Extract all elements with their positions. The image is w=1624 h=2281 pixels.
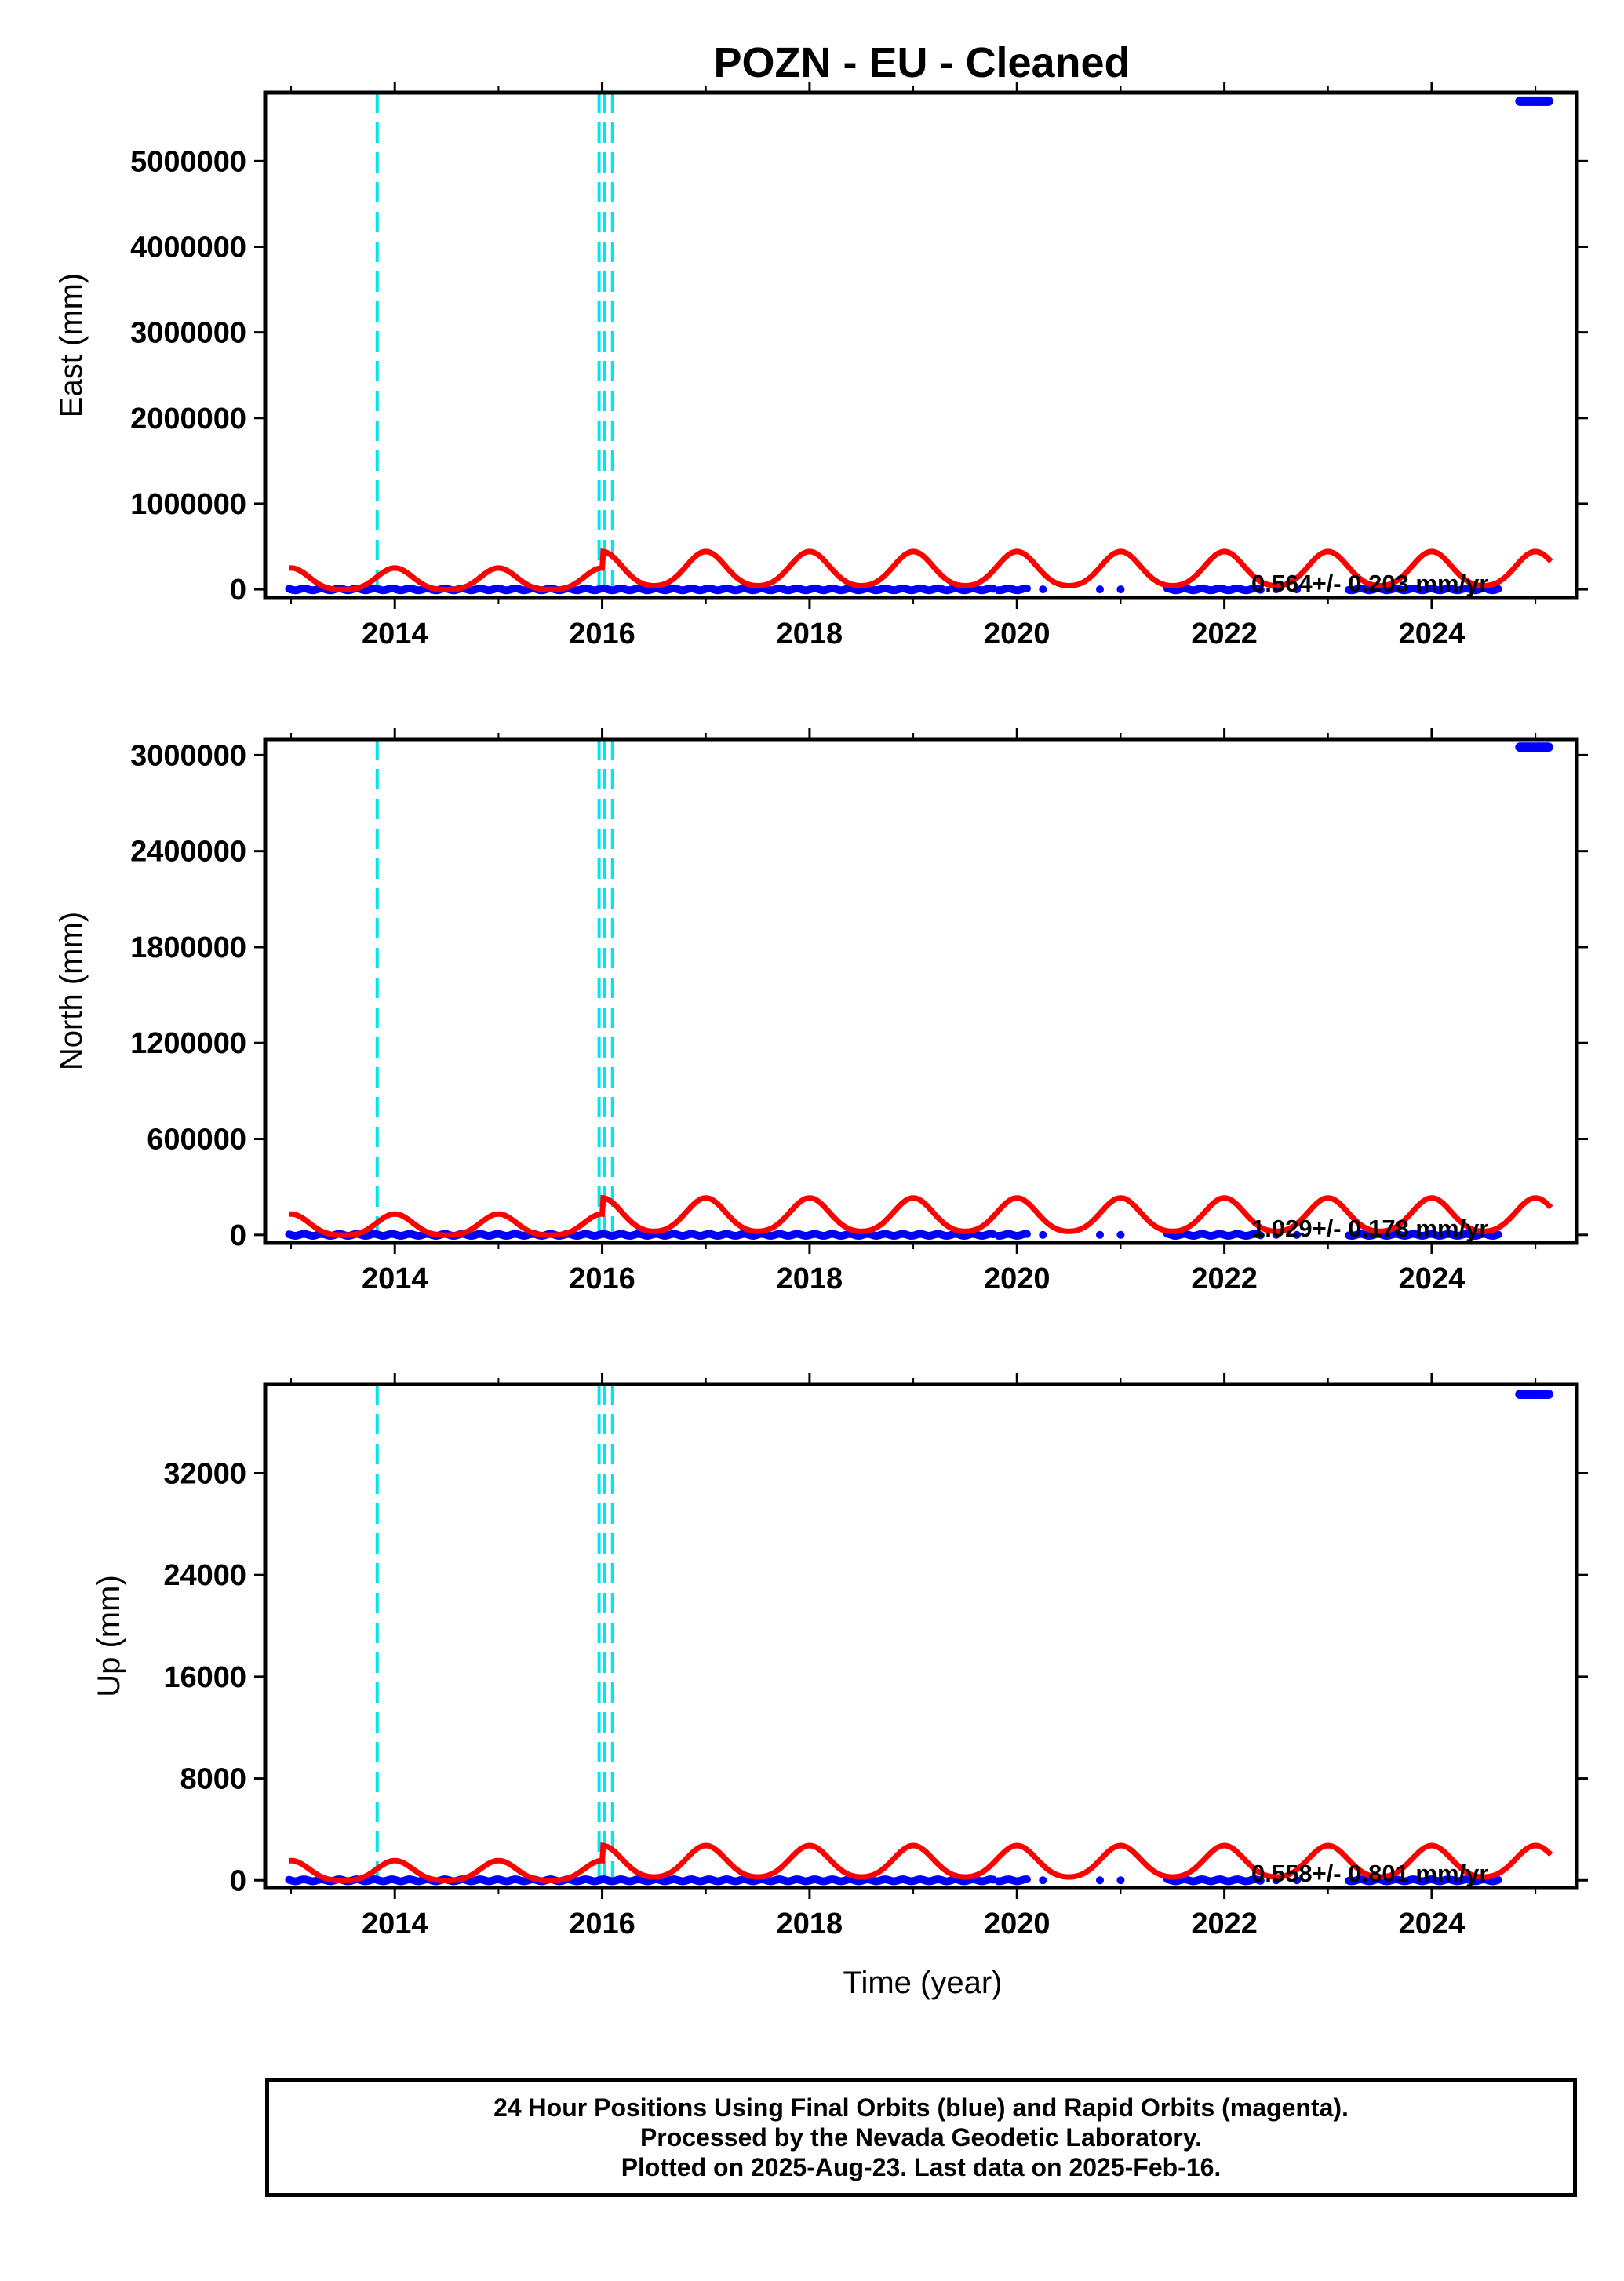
- x-tick-label: 2018: [777, 618, 843, 650]
- x-tick-label: 2022: [1191, 1908, 1258, 1940]
- y-tick-label: 0: [230, 574, 246, 607]
- y-tick-label: 1200000: [130, 1027, 246, 1060]
- y-axis-label: North (mm): [54, 912, 89, 1070]
- rate-annotation: 0.564+/- 0.203 mm/yr: [1251, 570, 1488, 597]
- x-axis-label: Time (year): [843, 1966, 1003, 2000]
- y-tick-label: 0: [230, 1864, 246, 1897]
- y-tick-label: 2000000: [130, 403, 246, 435]
- x-tick-label: 2022: [1191, 618, 1258, 650]
- data-point: [1096, 1230, 1104, 1239]
- y-tick-label: 2400000: [130, 836, 246, 869]
- rate-annotation: 1.029+/- 0.178 mm/yr: [1251, 1215, 1488, 1242]
- y-tick-label: 8000: [180, 1763, 246, 1796]
- x-tick-label: 2022: [1191, 1263, 1258, 1295]
- data-point: [1022, 1875, 1031, 1884]
- panel-frame: [263, 90, 1579, 600]
- x-tick-label: 2018: [777, 1908, 843, 1940]
- data-point: [1256, 585, 1265, 594]
- y-tick-label: 5000000: [130, 145, 246, 178]
- data-point: [1022, 584, 1031, 592]
- data-point: [1494, 585, 1502, 593]
- x-tick-label: 2024: [1399, 618, 1466, 650]
- data-point: [1494, 1230, 1502, 1239]
- model-curve: [288, 1194, 1553, 1238]
- data-point: [1256, 1876, 1265, 1885]
- x-tick-label: 2016: [569, 618, 635, 650]
- y-axis-label: East (mm): [54, 273, 89, 417]
- y-tick-label: 24000: [163, 1559, 246, 1592]
- x-tick-label: 2024: [1399, 1908, 1466, 1940]
- data-point: [1096, 585, 1104, 594]
- footer-line-2: Processed by the Nevada Geodetic Laborat…: [639, 2123, 1203, 2152]
- data-point: [1256, 1231, 1265, 1240]
- x-tick-label: 2014: [362, 1263, 428, 1295]
- y-tick-label: 3000000: [130, 739, 246, 772]
- data-point: [1096, 1876, 1104, 1885]
- x-tick-label: 2018: [777, 1263, 843, 1295]
- y-tick-label: 32000: [163, 1457, 246, 1490]
- data-point: [1116, 1230, 1125, 1239]
- data-point: [1293, 1876, 1302, 1885]
- data-point: [1116, 585, 1125, 594]
- footer-line-3: Plotted on 2025-Aug-23. Last data on 202…: [621, 2153, 1222, 2181]
- data-point: [1039, 1230, 1047, 1239]
- data-point: [1039, 1876, 1047, 1885]
- y-tick-label: 1800000: [130, 931, 246, 964]
- panel-frame: [263, 737, 1579, 1245]
- panel-up: 2014 2016 2018 2020 2022 2024 0 8000 16000 24000 3…: [92, 1373, 1588, 1940]
- outlier-point: [1543, 742, 1553, 752]
- plot-area: [285, 739, 1553, 1243]
- y-axis-label: Up (mm): [92, 1575, 126, 1697]
- x-tick-label: 2016: [569, 1263, 635, 1295]
- plot-area: [285, 93, 1553, 598]
- x-tick-label: 2024: [1399, 1263, 1466, 1295]
- panel-frame: [263, 1382, 1579, 1890]
- y-tick-label: 0: [230, 1219, 246, 1252]
- panel-east: 2014 2016 2018 2020 2022 2024 0 1000000 2000000 3…: [54, 82, 1588, 650]
- x-tick-label: 2014: [362, 1908, 428, 1940]
- data-point: [1293, 585, 1302, 594]
- x-tick-label: 2014: [362, 618, 428, 650]
- y-tick-label: 16000: [163, 1661, 246, 1694]
- data-point: [1116, 1876, 1125, 1885]
- footer-note: 24 Hour Positions Using Final Orbits (bl…: [265, 2078, 1577, 2197]
- outlier-point: [1543, 96, 1553, 106]
- y-tick-label: 4000000: [130, 231, 246, 264]
- x-tick-label: 2020: [984, 1908, 1051, 1940]
- data-point: [1022, 1230, 1031, 1238]
- panel-north: 2014 2016 2018 2020 2022 2024 0 600000 1200000 18…: [54, 728, 1588, 1295]
- y-tick-label: 3000000: [130, 317, 246, 350]
- outlier-point: [1543, 1389, 1553, 1399]
- y-tick-label: 600000: [147, 1124, 246, 1157]
- data-point: [1494, 1875, 1502, 1884]
- x-tick-label: 2020: [984, 618, 1051, 650]
- chart-title: POZN - EU - Cleaned: [713, 39, 1130, 86]
- footer-line-1: 24 Hour Positions Using Final Orbits (bl…: [493, 2093, 1349, 2122]
- plot-area: [285, 1384, 1553, 1888]
- data-point: [1039, 585, 1047, 594]
- model-curve: [288, 548, 1553, 592]
- data-point: [1293, 1230, 1302, 1239]
- rate-annotation: 0.558+/- 0.801 mm/yr: [1251, 1860, 1488, 1887]
- y-tick-label: 1000000: [130, 488, 246, 521]
- x-tick-label: 2016: [569, 1908, 635, 1940]
- x-tick-label: 2020: [984, 1263, 1051, 1295]
- model-curve: [289, 1842, 1553, 1883]
